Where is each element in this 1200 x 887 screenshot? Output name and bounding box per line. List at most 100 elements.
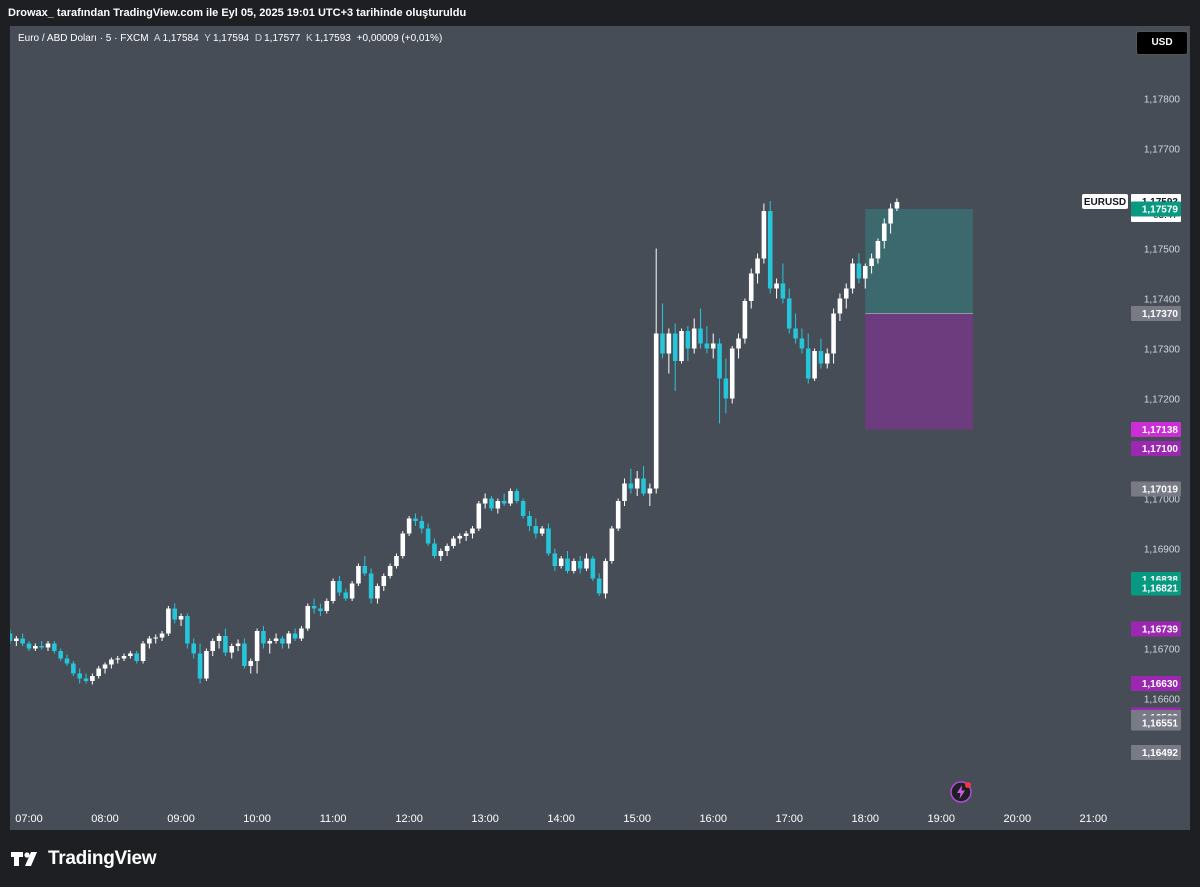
candle bbox=[216, 633, 222, 649]
tradingview-logo-icon bbox=[11, 852, 37, 866]
symbol-name[interactable]: Euro / ABD Doları · 5 · FXCM bbox=[18, 33, 149, 44]
candle bbox=[242, 638, 247, 669]
y-tick-label: 1,16600 bbox=[1144, 695, 1181, 706]
candle bbox=[628, 468, 634, 494]
candle bbox=[742, 298, 748, 344]
candle-body bbox=[653, 333, 659, 489]
candle bbox=[641, 466, 646, 496]
price-label[interactable]: 1,17579 bbox=[1131, 201, 1181, 217]
low-value: 1,17577 bbox=[264, 33, 301, 44]
price-label[interactable]: 1,17370 bbox=[1131, 306, 1181, 321]
candle bbox=[596, 573, 602, 596]
candle bbox=[305, 603, 311, 631]
price-label[interactable]: 1,16739 bbox=[1131, 621, 1181, 637]
price-label[interactable]: 1,16492 bbox=[1131, 745, 1181, 760]
tradingview-logo-text: TradingView bbox=[48, 848, 157, 869]
candle-body bbox=[596, 578, 602, 594]
candle-body bbox=[292, 633, 298, 639]
candle-body bbox=[77, 673, 82, 679]
candle bbox=[489, 496, 494, 511]
candle-body bbox=[394, 556, 399, 566]
candle bbox=[501, 493, 507, 506]
candle bbox=[888, 203, 893, 234]
candle bbox=[666, 328, 672, 374]
candle bbox=[96, 666, 101, 679]
header-bar: Drowax_ tarafından TradingView.com ile E… bbox=[0, 0, 1200, 26]
candle-body bbox=[229, 646, 235, 653]
candle bbox=[204, 648, 209, 681]
price-label-box bbox=[1131, 676, 1181, 691]
candle-body bbox=[413, 518, 418, 521]
x-tick-label: 15:00 bbox=[623, 813, 651, 825]
x-tick-label: 13:00 bbox=[471, 813, 499, 825]
candle-body bbox=[476, 503, 482, 529]
candle-body bbox=[881, 223, 887, 241]
tradingview-logo[interactable]: TradingView bbox=[10, 848, 157, 870]
candle-body bbox=[457, 536, 463, 539]
price-label[interactable]: 1,17100 bbox=[1131, 441, 1181, 456]
candle bbox=[527, 511, 532, 531]
candle bbox=[432, 538, 437, 559]
candle-body bbox=[818, 351, 824, 364]
candle bbox=[704, 326, 710, 354]
price-label-box bbox=[1131, 580, 1181, 596]
currency-button[interactable]: USD bbox=[1136, 31, 1188, 55]
candle bbox=[26, 641, 32, 651]
chart-area[interactable]: 07:00 08:00 09:00 10:00 11:00 12:00 13:00 14:00… bbox=[10, 26, 1190, 830]
long-position-target-zone[interactable] bbox=[865, 209, 973, 314]
candle bbox=[153, 634, 158, 644]
y-tick-label: 1,17300 bbox=[1144, 345, 1181, 356]
candle bbox=[425, 523, 431, 546]
candle-body bbox=[565, 558, 570, 571]
candle-body bbox=[558, 558, 564, 566]
candle-body bbox=[172, 608, 177, 620]
candle bbox=[248, 658, 254, 674]
candle bbox=[482, 493, 488, 509]
candle bbox=[634, 471, 640, 496]
price-label[interactable]: 1,17138 bbox=[1131, 422, 1181, 437]
x-tick-label: 16:00 bbox=[699, 813, 727, 825]
candle bbox=[717, 338, 722, 424]
symbol-tag: EURUSD bbox=[1084, 197, 1126, 208]
candle-body bbox=[634, 478, 640, 489]
candle-body bbox=[685, 331, 691, 349]
candle bbox=[45, 641, 51, 651]
candle-body bbox=[140, 643, 146, 661]
price-label[interactable]: 1,16551 bbox=[1131, 715, 1181, 731]
candle bbox=[615, 498, 621, 531]
long-position-stop-zone[interactable] bbox=[865, 313, 973, 430]
open-value: 1,17584 bbox=[162, 33, 199, 44]
candle bbox=[223, 628, 228, 656]
candle-body bbox=[14, 638, 19, 641]
candle bbox=[77, 668, 82, 684]
candle bbox=[824, 348, 830, 369]
candle-body bbox=[742, 301, 748, 339]
candle bbox=[394, 553, 399, 569]
candle bbox=[755, 253, 760, 284]
candle-body bbox=[539, 528, 545, 534]
price-label-box bbox=[1131, 745, 1181, 760]
candle bbox=[20, 633, 25, 646]
candle bbox=[698, 308, 703, 349]
candle bbox=[318, 603, 323, 616]
y-axis[interactable]: 1,17800 1,17700 1,17500 1,17400 1,17300 1,172… bbox=[1144, 95, 1181, 706]
x-tick-label: 19:00 bbox=[928, 813, 956, 825]
candle-body bbox=[609, 528, 615, 561]
candle bbox=[166, 606, 171, 636]
chart-canvas[interactable]: 07:00 08:00 09:00 10:00 11:00 12:00 13:00 14:00… bbox=[10, 26, 1190, 830]
candle bbox=[235, 639, 241, 651]
candle-body bbox=[546, 528, 551, 554]
candle-body bbox=[451, 538, 456, 546]
lightning-icon[interactable] bbox=[950, 781, 972, 803]
price-label[interactable]: 1,17019 bbox=[1131, 481, 1181, 497]
candle-body bbox=[774, 283, 779, 289]
x-axis[interactable]: 07:00 08:00 09:00 10:00 11:00 12:00 13:00 14:00… bbox=[15, 813, 1107, 825]
price-label[interactable]: 1,16630 bbox=[1131, 676, 1181, 691]
position-tool[interactable] bbox=[865, 209, 973, 430]
price-label[interactable]: 1,16821 bbox=[1131, 580, 1181, 596]
candle-body bbox=[856, 263, 862, 279]
candle-body bbox=[888, 208, 893, 224]
high-label: Y bbox=[204, 33, 211, 44]
candle bbox=[723, 358, 729, 414]
